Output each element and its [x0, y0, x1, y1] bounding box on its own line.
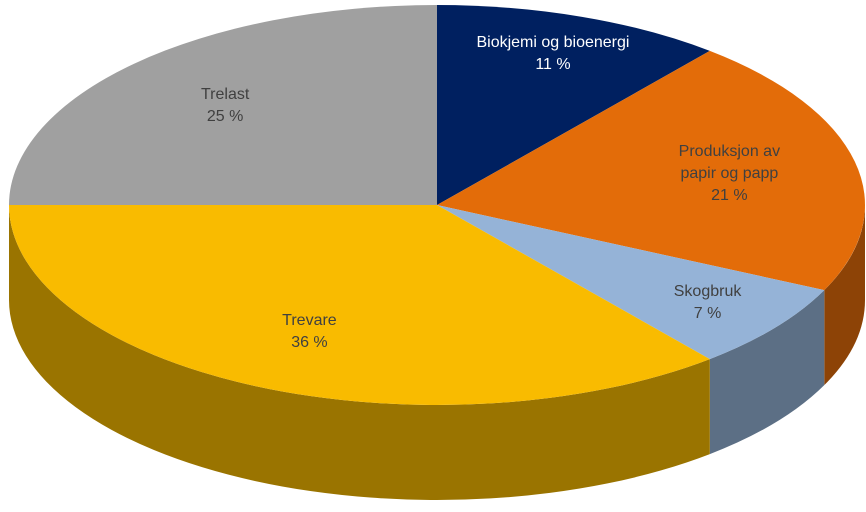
slice-label: Skogbruk 7 % [674, 281, 742, 325]
slice-side [824, 205, 865, 386]
value-label: 25 % [206, 108, 244, 125]
value-label: 36 % [291, 333, 328, 351]
category-label: Produksjon av papir og papp [678, 143, 781, 183]
slice-side [709, 290, 825, 455]
slice [9, 5, 437, 205]
category-label: Biokjemi og bioenergi [476, 34, 630, 52]
slice-side [9, 205, 710, 500]
slice-label: Trevare 36 % [282, 310, 337, 354]
slice-label: Produksjon av papir og papp 21 % [661, 141, 798, 207]
slice-label: Trelast 25 % [201, 84, 249, 128]
value-label: 21 % [711, 187, 748, 205]
value-label: 7 % [693, 305, 722, 323]
value-label: 11 % [535, 56, 571, 74]
category-label: Trelast [200, 86, 250, 103]
category-label: Trevare [282, 311, 337, 329]
category-label: Skogbruk [673, 283, 742, 301]
slice [437, 5, 710, 205]
slice [437, 50, 865, 291]
slice-label: Biokjemi og bioenergi 11 % [476, 32, 629, 76]
slice [9, 205, 710, 405]
slice [437, 205, 825, 360]
